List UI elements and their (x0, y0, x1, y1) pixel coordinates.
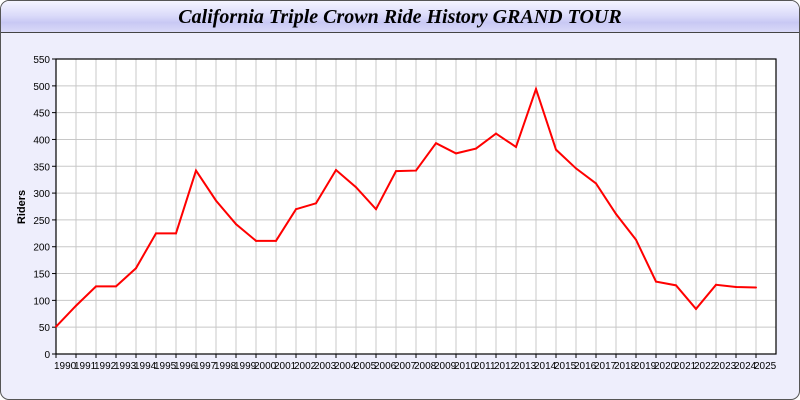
series (55, 85, 757, 328)
grid (55, 58, 776, 355)
x-tick-label: 2016 (574, 361, 597, 372)
x-tick-label: 1994 (134, 361, 157, 372)
data-point (335, 169, 337, 172)
data-point (495, 132, 497, 135)
x-tick-label: 1997 (194, 361, 217, 372)
y-tick-label: 150 (33, 270, 50, 281)
y-tick-label: 350 (33, 162, 50, 173)
plot-border (55, 58, 777, 355)
y-tick-label: 250 (33, 216, 50, 227)
data-point (155, 232, 157, 235)
x-tick-label: 2011 (474, 361, 496, 372)
x-tick-label: 2022 (694, 361, 717, 372)
data-point (275, 239, 277, 242)
x-tick-label: 2014 (534, 361, 557, 372)
y-tick-label: 200 (33, 243, 50, 254)
x-tick-label: 2013 (514, 361, 537, 372)
data-point (635, 238, 637, 241)
data-point (555, 148, 557, 151)
x-tick-label: 2001 (274, 361, 297, 372)
data-point (435, 142, 437, 145)
y-tick-label: 400 (33, 135, 50, 146)
data-point (515, 145, 517, 148)
x-axis-ticks: 1990199119921993199419951996199719981999… (54, 354, 777, 372)
x-tick-label: 1999 (234, 361, 257, 372)
x-tick-label: 2005 (354, 361, 377, 372)
data-point (255, 239, 257, 242)
x-tick-label: 1993 (114, 361, 137, 372)
data-point (55, 325, 57, 328)
data-point (695, 307, 697, 310)
data-point (215, 199, 217, 202)
data-point (355, 186, 357, 189)
x-tick-label: 1998 (214, 361, 237, 372)
x-tick-label: 1990 (54, 361, 77, 372)
x-tick-label: 2012 (494, 361, 517, 372)
y-tick-label: 300 (33, 189, 50, 200)
x-tick-label: 2004 (334, 361, 357, 372)
y-tick-label: 500 (33, 82, 50, 93)
data-point (535, 88, 537, 91)
x-tick-label: 2002 (294, 361, 317, 372)
x-tick-label: 2010 (454, 361, 477, 372)
x-tick-label: 2018 (614, 361, 637, 372)
y-tick-label: 550 (33, 55, 50, 66)
x-tick-label: 2017 (594, 361, 617, 372)
data-point (735, 285, 737, 288)
data-point (235, 223, 237, 226)
data-point (375, 208, 377, 211)
x-tick-label: 2025 (754, 361, 777, 372)
data-point (135, 267, 137, 270)
data-point (195, 169, 197, 172)
x-tick-label: 2024 (734, 361, 757, 372)
data-point (475, 147, 477, 150)
chart-title: California Triple Crown Ride History GRA… (178, 6, 622, 28)
data-point (715, 283, 717, 286)
data-point (415, 169, 417, 172)
data-point (675, 284, 677, 287)
data-point (295, 208, 297, 211)
x-tick-label: 2007 (394, 361, 417, 372)
title-bar: California Triple Crown Ride History GRA… (1, 1, 799, 33)
x-tick-label: 2008 (414, 361, 437, 372)
x-tick-label: 2015 (554, 361, 577, 372)
data-point (95, 285, 97, 288)
data-point (755, 286, 757, 289)
y-tick-label: 100 (33, 296, 50, 307)
x-tick-label: 1992 (94, 361, 117, 372)
data-point (115, 285, 117, 288)
data-point (655, 280, 657, 283)
x-tick-label: 2023 (714, 361, 737, 372)
data-point (175, 232, 177, 235)
y-tick-label: 0 (44, 350, 50, 361)
data-point (615, 213, 617, 216)
data-point (315, 202, 317, 205)
x-tick-label: 2003 (314, 361, 337, 372)
x-tick-label: 2000 (254, 361, 277, 372)
x-tick-label: 2009 (434, 361, 457, 372)
y-axis-ticks: 0 50 100 150 200 250 300 350 400 450 500 550 (33, 55, 56, 361)
data-point (395, 170, 397, 173)
data-point (455, 152, 457, 155)
data-point (75, 304, 77, 307)
data-point (595, 182, 597, 185)
y-tick-label: 450 (33, 109, 50, 120)
x-tick-label: 2020 (654, 361, 677, 372)
x-tick-label: 2021 (674, 361, 697, 372)
x-tick-label: 2019 (634, 361, 657, 372)
x-tick-label: 1991 (74, 361, 97, 372)
y-axis-label: Riders (16, 190, 28, 224)
data-point (575, 167, 577, 170)
y-tick-label: 50 (39, 323, 51, 334)
x-tick-label: 1995 (154, 361, 177, 372)
series-line (55, 85, 757, 328)
x-tick-label: 1996 (174, 361, 197, 372)
x-tick-label: 2006 (374, 361, 397, 372)
